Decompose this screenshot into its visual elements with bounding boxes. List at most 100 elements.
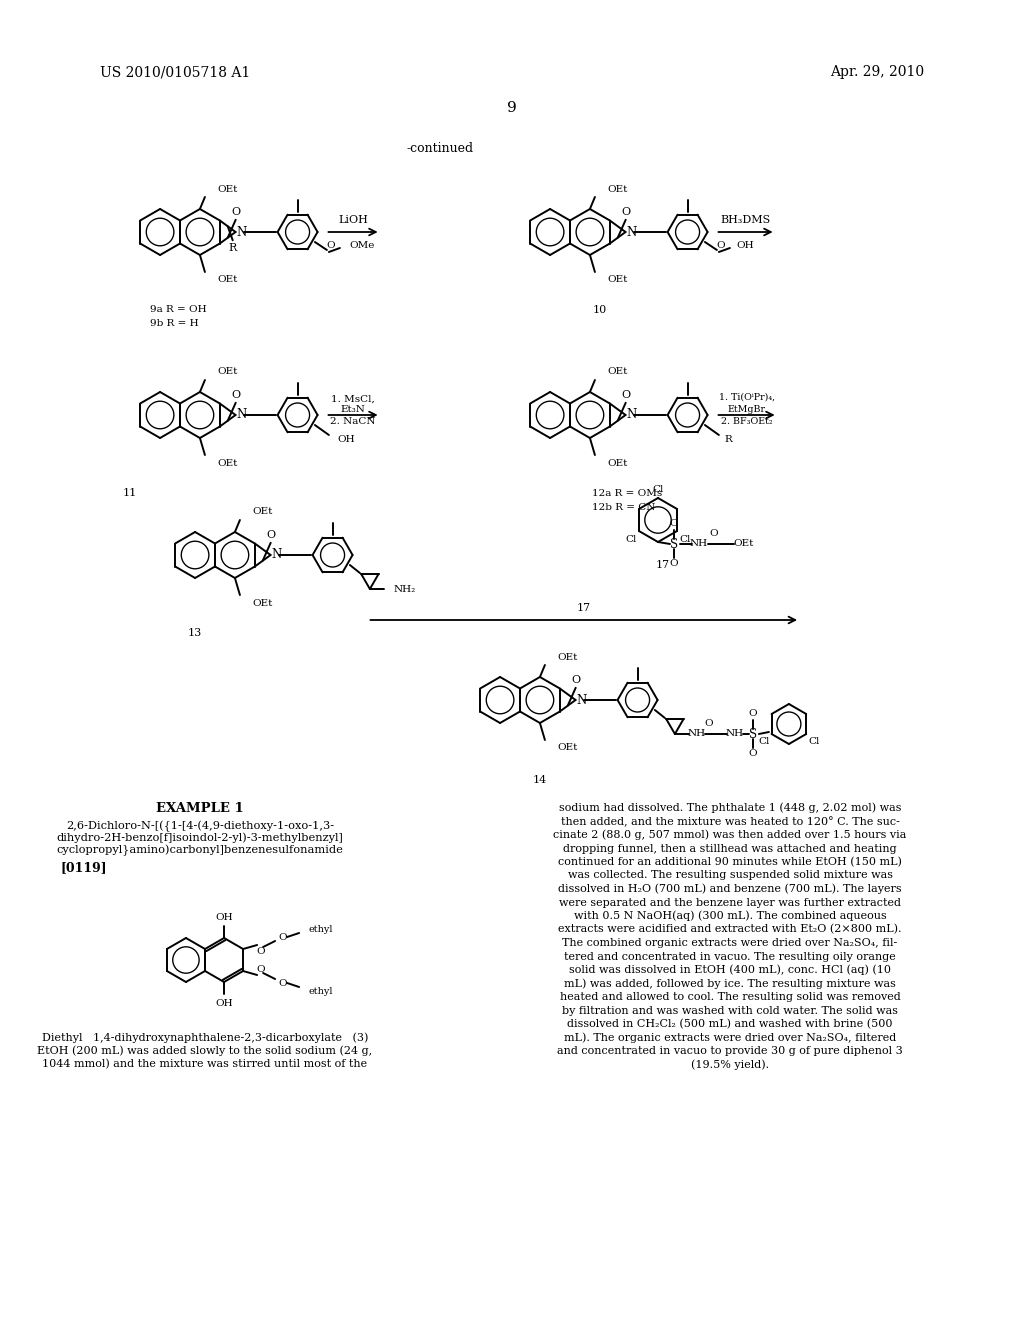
- Text: OEt: OEt: [252, 598, 272, 607]
- Text: 1. MsCl,: 1. MsCl,: [331, 395, 375, 404]
- Text: ethyl: ethyl: [308, 924, 333, 933]
- Text: mL). The organic extracts were dried over Na₂SO₄, filtered: mL). The organic extracts were dried ove…: [564, 1032, 896, 1043]
- Text: R: R: [725, 434, 732, 444]
- Text: O: O: [670, 520, 678, 528]
- Text: 12b R = CN: 12b R = CN: [592, 503, 655, 511]
- Text: OEt: OEt: [217, 367, 238, 376]
- Text: Et₃N: Et₃N: [341, 405, 366, 414]
- Text: O: O: [710, 529, 718, 539]
- Text: O: O: [257, 946, 265, 956]
- Text: OEt: OEt: [607, 276, 628, 285]
- Text: O: O: [717, 242, 725, 251]
- Text: O: O: [571, 675, 581, 685]
- Text: Cl: Cl: [679, 535, 690, 544]
- Text: OEt: OEt: [607, 367, 628, 376]
- Text: S: S: [749, 727, 757, 741]
- Text: (19.5% yield).: (19.5% yield).: [691, 1059, 769, 1069]
- Text: N: N: [627, 226, 637, 239]
- Text: mL) was added, followed by ice. The resulting mixture was: mL) was added, followed by ice. The resu…: [564, 978, 896, 989]
- Text: N: N: [237, 408, 247, 421]
- Text: 11: 11: [123, 488, 137, 498]
- Text: 9a R = OH: 9a R = OH: [150, 305, 207, 314]
- Text: 2. BF₃OEt₂: 2. BF₃OEt₂: [721, 417, 772, 425]
- Text: OEt: OEt: [217, 185, 238, 194]
- Text: Cl: Cl: [626, 535, 637, 544]
- Text: sodium had dissolved. The phthalate 1 (448 g, 2.02 mol) was: sodium had dissolved. The phthalate 1 (4…: [559, 803, 901, 813]
- Text: NH₂: NH₂: [394, 585, 416, 594]
- Text: O: O: [231, 389, 241, 400]
- Text: 9b R = H: 9b R = H: [150, 319, 199, 329]
- Text: heated and allowed to cool. The resulting solid was removed: heated and allowed to cool. The resultin…: [560, 993, 900, 1002]
- Text: extracts were acidified and extracted with Et₂O (2×800 mL).: extracts were acidified and extracted wi…: [558, 924, 902, 935]
- Text: OEt: OEt: [217, 276, 238, 285]
- Text: [0119]: [0119]: [60, 862, 106, 874]
- Text: with 0.5 N NaOH(aq) (300 mL). The combined aqueous: with 0.5 N NaOH(aq) (300 mL). The combin…: [573, 911, 887, 921]
- Text: ethyl: ethyl: [308, 986, 333, 995]
- Text: solid was dissolved in EtOH (400 mL), conc. HCl (aq) (10: solid was dissolved in EtOH (400 mL), co…: [569, 965, 891, 975]
- Text: NH: NH: [690, 540, 708, 549]
- Text: dropping funnel, then a stillhead was attached and heating: dropping funnel, then a stillhead was at…: [563, 843, 897, 854]
- Text: N: N: [627, 408, 637, 421]
- Text: N: N: [577, 693, 587, 706]
- Text: Diethyl   1,4-dihydroxynaphthalene-2,3-dicarboxylate   (3): Diethyl 1,4-dihydroxynaphthalene-2,3-dic…: [42, 1032, 369, 1043]
- Text: O: O: [279, 978, 288, 987]
- Text: O: O: [266, 529, 275, 540]
- Text: Apr. 29, 2010: Apr. 29, 2010: [829, 65, 924, 79]
- Text: 2. NaCN: 2. NaCN: [331, 417, 376, 426]
- Text: 17: 17: [577, 603, 591, 612]
- Text: EtMgBr: EtMgBr: [728, 404, 766, 413]
- Text: The combined organic extracts were dried over Na₂SO₄, fil-: The combined organic extracts were dried…: [562, 939, 898, 948]
- Text: NH: NH: [688, 730, 706, 738]
- Text: O: O: [622, 207, 630, 216]
- Text: OEt: OEt: [607, 185, 628, 194]
- Text: LiOH: LiOH: [338, 215, 368, 224]
- Text: O: O: [705, 719, 713, 729]
- Text: OEt: OEt: [252, 507, 272, 516]
- Text: O: O: [670, 560, 678, 569]
- Text: 10: 10: [593, 305, 607, 315]
- Text: OEt: OEt: [557, 652, 578, 661]
- Text: was collected. The resulting suspended solid mixture was: was collected. The resulting suspended s…: [567, 870, 893, 880]
- Text: O: O: [749, 710, 757, 718]
- Text: tered and concentrated in vacuo. The resulting oily orange: tered and concentrated in vacuo. The res…: [564, 952, 896, 961]
- Text: OH: OH: [215, 998, 232, 1007]
- Text: were separated and the benzene layer was further extracted: were separated and the benzene layer was…: [559, 898, 901, 908]
- Text: 2,6-Dichloro-N-[({1-[4-(4,9-diethoxy-1-oxo-1,3-: 2,6-Dichloro-N-[({1-[4-(4,9-diethoxy-1-o…: [66, 820, 334, 832]
- Text: 9: 9: [507, 102, 517, 115]
- Text: O: O: [279, 932, 288, 941]
- Text: 14: 14: [532, 775, 547, 785]
- Text: O: O: [622, 389, 630, 400]
- Text: OEt: OEt: [607, 458, 628, 467]
- Text: N: N: [271, 549, 282, 561]
- Text: cinate 2 (88.0 g, 507 mmol) was then added over 1.5 hours via: cinate 2 (88.0 g, 507 mmol) was then add…: [553, 830, 906, 841]
- Text: 17: 17: [656, 560, 670, 570]
- Text: by filtration and was washed with cold water. The solid was: by filtration and was washed with cold w…: [562, 1006, 898, 1015]
- Text: O: O: [327, 242, 335, 251]
- Text: US 2010/0105718 A1: US 2010/0105718 A1: [100, 65, 250, 79]
- Text: dihydro-2H-benzo[f]isoindol-2-yl)-3-methylbenzyl]: dihydro-2H-benzo[f]isoindol-2-yl)-3-meth…: [56, 833, 343, 843]
- Text: 1. Ti(OⁱPr)₄,: 1. Ti(OⁱPr)₄,: [719, 392, 774, 401]
- Text: dissolved in CH₂Cl₂ (500 mL) and washed with brine (500: dissolved in CH₂Cl₂ (500 mL) and washed …: [567, 1019, 893, 1030]
- Text: dissolved in H₂O (700 mL) and benzene (700 mL). The layers: dissolved in H₂O (700 mL) and benzene (7…: [558, 883, 902, 894]
- Text: OH: OH: [337, 434, 354, 444]
- Text: cyclopropyl}amino)carbonyl]benzenesulfonamide: cyclopropyl}amino)carbonyl]benzenesulfon…: [56, 845, 343, 855]
- Text: S: S: [670, 537, 678, 550]
- Text: Cl: Cl: [758, 738, 770, 747]
- Text: OMe: OMe: [349, 240, 374, 249]
- Text: O: O: [231, 207, 241, 216]
- Text: EtOH (200 mL) was added slowly to the solid sodium (24 g,: EtOH (200 mL) was added slowly to the so…: [38, 1045, 373, 1056]
- Text: OH: OH: [736, 240, 754, 249]
- Text: N: N: [237, 226, 247, 239]
- Text: Cl: Cl: [652, 484, 664, 494]
- Text: OEt: OEt: [734, 540, 755, 549]
- Text: OEt: OEt: [217, 458, 238, 467]
- Text: R: R: [228, 243, 237, 253]
- Text: BH₃DMS: BH₃DMS: [721, 215, 771, 224]
- Text: then added, and the mixture was heated to 120° C. The suc-: then added, and the mixture was heated t…: [560, 816, 899, 826]
- Text: and concentrated in vacuo to provide 30 g of pure diphenol 3: and concentrated in vacuo to provide 30 …: [557, 1045, 903, 1056]
- Text: 1044 mmol) and the mixture was stirred until most of the: 1044 mmol) and the mixture was stirred u…: [42, 1059, 368, 1069]
- Text: OH: OH: [215, 912, 232, 921]
- Text: OEt: OEt: [557, 743, 578, 752]
- Text: O: O: [257, 965, 265, 974]
- Text: 13: 13: [187, 628, 202, 638]
